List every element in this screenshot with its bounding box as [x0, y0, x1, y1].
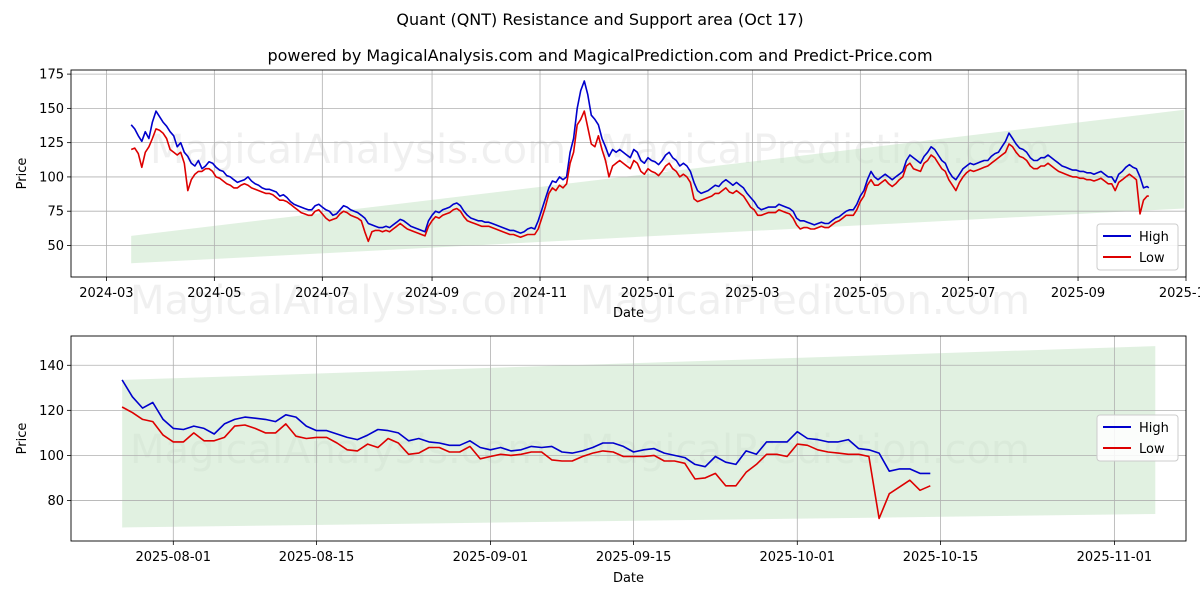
- chart0-x-tick-label: 2024-05: [187, 286, 241, 301]
- chart0-y-axis-label: Price: [15, 158, 30, 190]
- chart0-y-tick-label: 125: [39, 136, 64, 151]
- chart0-y-tick-label: 100: [39, 170, 64, 185]
- chart-title: Quant (QNT) Resistance and Support area …: [396, 10, 804, 29]
- chart0-x-tick-label: 2025-05: [833, 286, 887, 301]
- chart1-series-low-line: [121, 406, 931, 520]
- chart0-y-tick-label: 150: [39, 102, 64, 117]
- chart0-x-tick-label: 2025-01: [621, 286, 675, 301]
- chart0-plot-frame: [70, 69, 1187, 278]
- chart1-x-tick-label: 2025-09-15: [596, 550, 672, 565]
- chart0-series-high-line: [130, 80, 1150, 234]
- chart0-x-axis-label: Date: [613, 306, 644, 321]
- chart1-x-tick-label: 2025-08-15: [279, 550, 355, 565]
- chart0-legend-label-low: Low: [1139, 251, 1165, 266]
- chart0-x-tick-label: 2024-11: [513, 286, 567, 301]
- chart0-watermark-left-lower: MagicalAnalysis.com: [130, 278, 546, 324]
- chart1-x-tick-label: 2025-08-01: [136, 550, 212, 565]
- chart0-watermark-right-lower: MagicalPrediction.com: [580, 278, 1030, 324]
- chart1-x-tick-label: 2025-10-15: [903, 550, 979, 565]
- chart0-x-tick-label: 2024-07: [295, 286, 349, 301]
- chart0-x-tick-label: 2025-09: [1051, 286, 1105, 301]
- chart0-y-tick-label: 175: [39, 68, 64, 83]
- chart0-x-tick-label: 2024-03: [79, 286, 133, 301]
- chart0-y-tick-label: 75: [47, 205, 64, 220]
- chart1-y-tick-label: 80: [47, 494, 64, 509]
- chart1-plot-frame: [70, 335, 1187, 542]
- chart1-y-tick-label: 100: [39, 449, 64, 464]
- chart1-y-tick-label: 140: [39, 359, 64, 374]
- chart1-x-axis-label: Date: [613, 571, 644, 586]
- chart0-x-tick-label: 2024-09: [405, 286, 459, 301]
- chart1-support-band: [122, 346, 1156, 528]
- chart1-x-tick-label: 2025-09-01: [453, 550, 529, 565]
- chart0-watermark-left: MagicalAnalysis.com: [150, 127, 566, 173]
- chart1-x-tick-label: 2025-11-01: [1077, 550, 1153, 565]
- chart0-series-low-line: [130, 110, 1149, 243]
- chart1-y-axis-label: Price: [15, 423, 30, 455]
- chart0-x-tick-label: 2025-11: [1159, 286, 1200, 301]
- chart1-legend-label-high: High: [1139, 421, 1169, 436]
- chart1-series-high-line: [121, 379, 931, 475]
- chart0-x-tick-label: 2025-03: [725, 286, 779, 301]
- chart0-x-tick-label: 2025-07: [941, 286, 995, 301]
- chart0-legend-label-high: High: [1139, 230, 1169, 245]
- chart1-x-tick-label: 2025-10-01: [760, 550, 836, 565]
- chart0-support-band: [131, 109, 1185, 264]
- chart0-y-tick-label: 50: [47, 239, 64, 254]
- chart-subtitle: powered by MagicalAnalysis.com and Magic…: [267, 46, 933, 65]
- chart1-y-tick-label: 120: [39, 404, 64, 419]
- chart1-legend-label-low: Low: [1139, 442, 1165, 457]
